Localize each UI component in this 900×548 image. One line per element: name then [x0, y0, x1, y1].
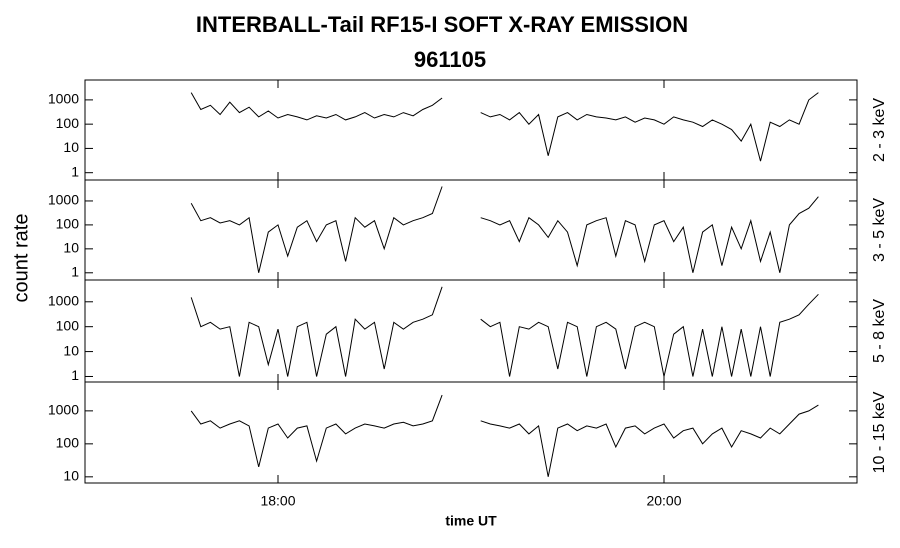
data-line	[190, 394, 819, 477]
data-line	[190, 286, 819, 377]
y-tick-label: 10	[63, 139, 79, 155]
y-tick-label: 1	[71, 163, 79, 179]
x-axis-label: time UT	[445, 513, 497, 529]
panel-label: 10 - 15 keV	[871, 391, 888, 473]
y-tick-label: 100	[56, 115, 80, 131]
panel-frame	[84, 381, 858, 484]
panel-label: 3 - 5 keV	[871, 198, 888, 262]
chart-subtitle: 961105	[414, 47, 486, 72]
y-tick-label: 100	[56, 317, 80, 333]
y-tick-label: 10	[63, 240, 79, 256]
y-tick-label: 1000	[48, 402, 79, 418]
y-tick-label: 100	[56, 216, 80, 232]
chart-title: INTERBALL-Tail RF15-I SOFT X-RAY EMISSIO…	[196, 12, 688, 37]
y-tick-label: 100	[56, 435, 80, 451]
data-line	[190, 186, 819, 273]
y-tick-label: 1000	[48, 91, 79, 107]
panel-frame	[84, 179, 858, 281]
y-tick-label: 1000	[48, 192, 79, 208]
x-tick-label: 18:00	[260, 493, 295, 509]
y-tick-label: 10	[63, 468, 79, 484]
panel-frame	[84, 79, 858, 181]
y-tick-label: 10	[63, 342, 79, 358]
x-tick-label: 20:00	[646, 493, 681, 509]
y-tick-label: 1	[71, 263, 79, 279]
y-axis-label: count rate	[10, 214, 32, 303]
y-tick-label: 1	[71, 367, 79, 383]
panel-label: 5 - 8 keV	[871, 299, 888, 363]
y-tick-label: 1000	[48, 292, 79, 308]
data-line	[190, 92, 819, 162]
panel-label: 2 - 3 keV	[871, 98, 888, 162]
